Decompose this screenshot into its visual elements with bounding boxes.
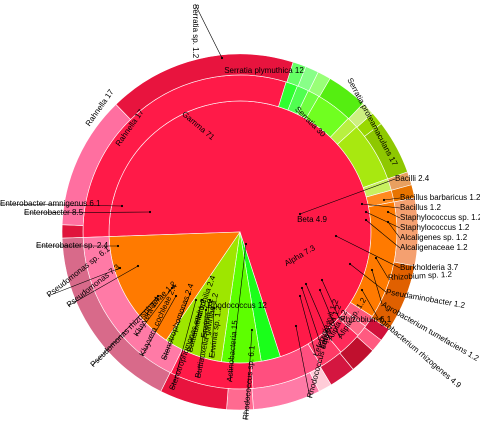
leader-dot-buttiauxella-gaviniae-1-2 bbox=[204, 308, 208, 312]
label-serratia-sp-1-2: Serratia sp. 1.2 bbox=[191, 4, 200, 59]
leader-dot-bacillus-1-2 bbox=[360, 202, 364, 206]
label-bacilli-2-4: Bacilli 2.4 bbox=[395, 174, 430, 183]
leader-dot-rhodococcus-equi-6-1 bbox=[294, 324, 298, 328]
leader-burkholderia-3-7 bbox=[335, 235, 401, 269]
leader-dot-stenotrophomonas-maltophilia-2-4 bbox=[194, 298, 198, 302]
leader-dot-actinobacteria-15 bbox=[244, 242, 248, 246]
leader-dot-agrobacterium-rhizogenes-4-9 bbox=[360, 288, 364, 292]
leader-agrobacterium-tumefaciens-1-2 bbox=[371, 269, 383, 305]
leader-dot-staphylococcus-1-2 bbox=[364, 210, 368, 214]
leader-rhizobium-6-1 bbox=[321, 279, 341, 321]
leader-dot-burkholderia-3-7 bbox=[334, 234, 338, 238]
leader-dot-pseudomonas-rhizosphaerae-1-2 bbox=[156, 294, 160, 298]
leader-kluyvera-2-4 bbox=[135, 287, 173, 337]
leader-staphylococcus-1-2 bbox=[365, 211, 401, 229]
leader-rhizobium-sp-1-2 bbox=[375, 257, 389, 279]
leader-enterobacter-8-5 bbox=[23, 211, 151, 214]
leader-dot-alcaligenaceae-1-2 bbox=[364, 218, 368, 222]
leader-bacillus-barbaricus-1-2 bbox=[383, 197, 401, 201]
leader-lines bbox=[0, 3, 401, 421]
leader-dot-kluyvera-2-4 bbox=[170, 286, 174, 290]
leader-dot-lefebvria-1-2 bbox=[300, 286, 304, 290]
leader-dot-buttiauxella-1-2 bbox=[200, 298, 204, 302]
leader-staphylococcus-sp-1-2 bbox=[387, 211, 401, 219]
leader-dot-bacilli-2-4 bbox=[298, 212, 302, 216]
label-staphylococcus-1-2: Staphylococcus 1.2 bbox=[400, 223, 470, 232]
label-alcaligenaceae-1-2: Alcaligenaceae 1.2 bbox=[400, 243, 468, 252]
label-rhodococcus-12: Rhodococcus 12 bbox=[207, 301, 267, 310]
leader-lefebvria-1-2 bbox=[301, 287, 323, 349]
leader-dot-kluyvera-cochleae-2-4 bbox=[174, 294, 178, 298]
leader-buttiauxella-1-2 bbox=[189, 299, 203, 353]
leader-dot-lefebvria-xyli-1-2 bbox=[298, 294, 302, 298]
leader-pseudomonas-7-3 bbox=[67, 265, 139, 307]
label-staphylococcus-sp-1-2: Staphylococcus sp. 1.2 bbox=[400, 213, 480, 222]
leader-dot-erwinia-1-2 bbox=[208, 298, 212, 302]
label-rhizobium-sp-1-2: Rhizobium sp. 1.2 bbox=[388, 270, 453, 282]
leader-enterobacter-amnigenus-6-1 bbox=[0, 203, 123, 207]
label-beta-4-9: Beta 4.9 bbox=[297, 215, 327, 224]
leader-rhodococcus-equi-6-1 bbox=[295, 325, 311, 399]
leader-dot-serratia-sp-1-2 bbox=[220, 56, 224, 60]
leader-agrobacterium-rhizogenes-4-9 bbox=[361, 289, 379, 319]
leader-buttiauxella-gaviniae-1-2 bbox=[197, 309, 207, 379]
leader-stenotrophomonas-maltophilia-2-4 bbox=[171, 299, 197, 391]
leader-pseudomonas-rhizosphaerae-1-2 bbox=[91, 295, 159, 367]
leader-alcaligenaceae-1-2 bbox=[365, 219, 401, 249]
label-enterobacter-sp-2-4: Enterobacter sp. 2.4 bbox=[36, 241, 109, 250]
leader-dot-stenotrophomonas-2-4 bbox=[188, 292, 192, 296]
leader-dot-erwinia-sp-1-2 bbox=[212, 306, 216, 310]
leader-dot-rhizobium-sp-1-2 bbox=[374, 256, 378, 260]
leader-dot-pseudomonas-sp-6-1 bbox=[118, 266, 122, 270]
leader-rhodococcus-sp-6-1 bbox=[245, 329, 253, 421]
leader-erwinia-sp-1-2 bbox=[211, 307, 215, 359]
leader-afipia-sp-1-2 bbox=[319, 289, 341, 339]
label-burkholderia-3-7: Burkholderia 3.7 bbox=[400, 263, 459, 272]
leader-serratia-sp-1-2 bbox=[194, 3, 223, 59]
segment-level3-serratia-sp-1-2 bbox=[61, 224, 84, 239]
leader-dot-agrobacterium-tumefaciens-1-2 bbox=[370, 268, 374, 272]
segment-level3-rahnella-17 bbox=[61, 237, 171, 392]
leader-stenotrophomonas-2-4 bbox=[163, 293, 191, 361]
label-enterobacter-amnigenus-6-1: Enterobacter amnigenus 6.1 bbox=[0, 199, 101, 208]
label-alcaligenes-sp-1-2: Alcaligenes sp. 1.2 bbox=[400, 233, 468, 242]
leader-dot-afipia-sp-1-2 bbox=[318, 288, 322, 292]
label-bacillus-1-2: Bacillus 1.2 bbox=[400, 203, 441, 212]
leader-actinobacteria-15 bbox=[229, 243, 247, 383]
leader-dot-rhizobium-6-1 bbox=[320, 278, 324, 282]
leader-dot-enterobacter-8-5 bbox=[148, 210, 152, 214]
leader-afipia-1-2 bbox=[305, 283, 331, 341]
leader-erwinia-1-2 bbox=[203, 299, 211, 339]
leader-bacillus-1-2 bbox=[361, 203, 401, 209]
label-rhizobium-6-1: Rhizobium 6.1 bbox=[340, 315, 392, 324]
label-bacillus-barbaricus-1-2: Bacillus barbaricus 1.2 bbox=[400, 193, 480, 202]
leader-dot-bacillus-barbaricus-1-2 bbox=[382, 198, 386, 202]
leader-dot-staphylococcus-sp-1-2 bbox=[386, 210, 390, 214]
leader-dot-enterobacter-amnigenus-6-1 bbox=[120, 204, 124, 208]
leader-pseudaminobacter-1-2 bbox=[349, 263, 387, 293]
leader-pseudomonas-sp-6-1 bbox=[47, 267, 121, 297]
leader-dot-afipia-1-2 bbox=[304, 282, 308, 286]
leader-bacilli-2-4 bbox=[299, 178, 396, 215]
leader-lefebvria-xyli-1-2 bbox=[299, 295, 317, 357]
leader-dot-alcaligenes-sp-1-2 bbox=[386, 220, 390, 224]
label-enterobacter-8-5: Enterobacter 8.5 bbox=[24, 208, 84, 217]
leader-dot-enterobacter-sp-2-4 bbox=[116, 244, 120, 248]
leader-dot-rhodococcus-sp-6-1 bbox=[250, 328, 254, 332]
leader-kluyvera-cochleae-2-4 bbox=[141, 295, 177, 357]
leader-alcaligenes-sp-1-2 bbox=[387, 221, 401, 239]
leader-dot-pseudaminobacter-1-2 bbox=[348, 262, 352, 266]
label-serratia-plymuthica-12: Serratia plymuthica 12 bbox=[224, 66, 304, 75]
leader-dot-pseudomonas-7-3 bbox=[136, 264, 140, 268]
